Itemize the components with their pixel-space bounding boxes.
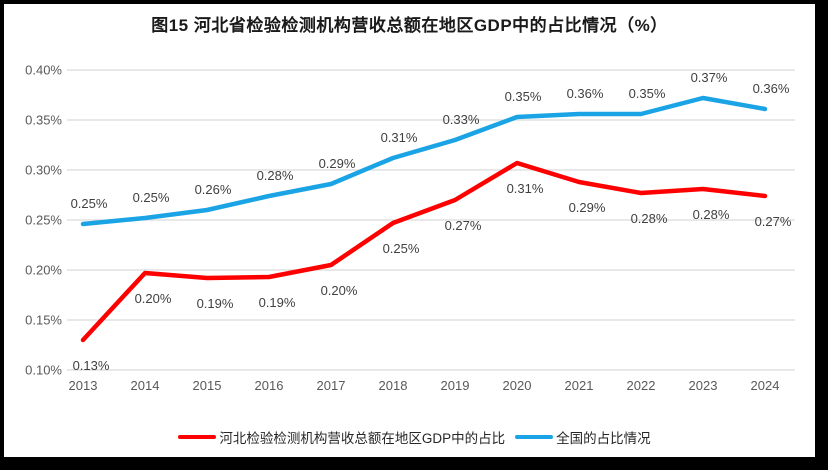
y-tick-label: 0.30% [25,163,62,178]
line-chart-plot-area: 0.40% 0.35% 0.30% 0.25% 0.20% 0.15% 0.10% 2013 2… [25,63,795,393]
y-tick-label: 0.35% [25,113,62,128]
chart-title: 图15 河北省检验检测机构营收总额在地区GDP中的占比情况（%） [151,16,668,35]
x-tick-label: 2024 [751,378,780,393]
data-label: 0.25% [383,241,420,256]
data-label: 0.35% [629,86,666,101]
x-tick-label: 2016 [255,378,284,393]
data-label: 0.27% [755,214,792,229]
data-label: 0.28% [693,207,730,222]
data-label: 0.29% [569,200,606,215]
legend-label-national: 全国的占比情况 [556,431,651,446]
y-tick-label: 0.40% [25,63,62,78]
y-tick-label: 0.20% [25,263,62,278]
data-label: 0.19% [259,295,296,310]
data-label: 0.13% [73,358,110,373]
data-label: 0.29% [319,156,356,171]
legend: 河北检验检测机构营收总额在地区GDP中的占比 全国的占比情况 [4,427,815,447]
legend-label-hebei: 河北检验检测机构营收总额在地区GDP中的占比 [219,431,506,446]
data-label: 0.35% [505,89,542,104]
x-tick-label: 2013 [69,378,98,393]
data-label: 0.25% [133,190,170,205]
x-tick-label: 2015 [193,378,222,393]
legend-swatch-hebei-line [178,434,217,440]
data-label: 0.20% [135,291,172,306]
x-tick-label: 2017 [317,378,346,393]
data-label: 0.31% [507,181,544,196]
x-tick-label: 2022 [627,378,656,393]
data-label: 0.20% [321,283,358,298]
legend-swatch-national-line [515,434,554,440]
data-label: 0.27% [445,218,482,233]
data-label: 0.28% [257,168,294,183]
x-tick-label: 2021 [565,378,594,393]
y-tick-label: 0.15% [25,313,62,328]
x-tick-label: 2020 [503,378,532,393]
data-label: 0.33% [443,112,480,127]
y-tick-label: 0.25% [25,213,62,228]
data-label: 0.26% [195,182,232,197]
series-line-hebei [80,160,768,343]
y-tick-label: 0.10% [25,363,62,378]
x-tick-label: 2014 [131,378,160,393]
data-label: 0.36% [567,86,604,101]
x-tick-label: 2019 [441,378,470,393]
data-label: 0.37% [691,70,728,85]
data-label: 0.19% [197,296,234,311]
x-tick-label: 2018 [379,378,408,393]
series-line-national [80,95,768,227]
data-label: 0.25% [71,196,108,211]
data-label: 0.36% [753,81,790,96]
data-label: 0.31% [381,130,418,145]
data-label: 0.28% [631,211,668,226]
x-tick-label: 2023 [689,378,718,393]
